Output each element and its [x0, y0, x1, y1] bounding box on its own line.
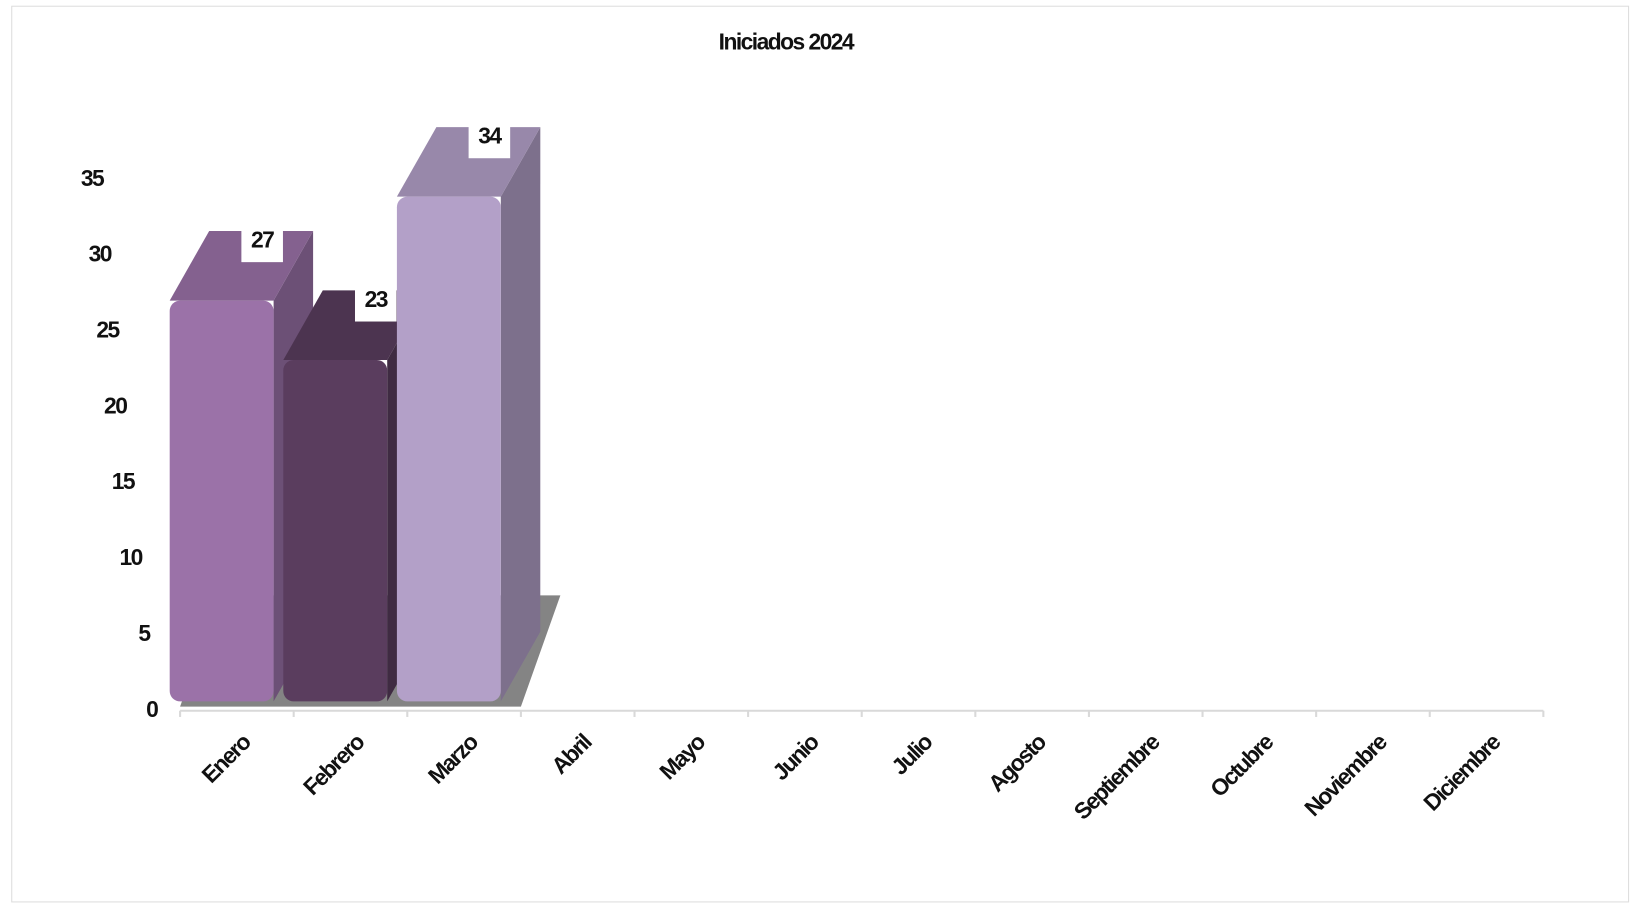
- y-tick-label: 0: [146, 696, 158, 722]
- data-label: 23: [365, 286, 388, 312]
- data-label-box: [468, 116, 511, 159]
- chart-title: Iniciados 2024: [719, 29, 855, 55]
- data-label: 27: [251, 226, 274, 252]
- y-tick-label: 30: [89, 241, 112, 267]
- bar-side: [500, 127, 541, 702]
- y-tick-label: 35: [81, 165, 105, 191]
- bar: [169, 300, 274, 702]
- y-tick-label: 25: [96, 316, 120, 342]
- y-tick-label: 10: [119, 544, 142, 570]
- bar: [396, 196, 501, 702]
- data-label-box: [241, 220, 283, 263]
- y-tick-label: 5: [138, 620, 151, 646]
- data-label: 34: [478, 122, 502, 148]
- y-tick-label: 15: [112, 468, 136, 494]
- data-label-box: [354, 279, 397, 322]
- y-tick-label: 20: [104, 392, 127, 418]
- bar: [283, 359, 388, 702]
